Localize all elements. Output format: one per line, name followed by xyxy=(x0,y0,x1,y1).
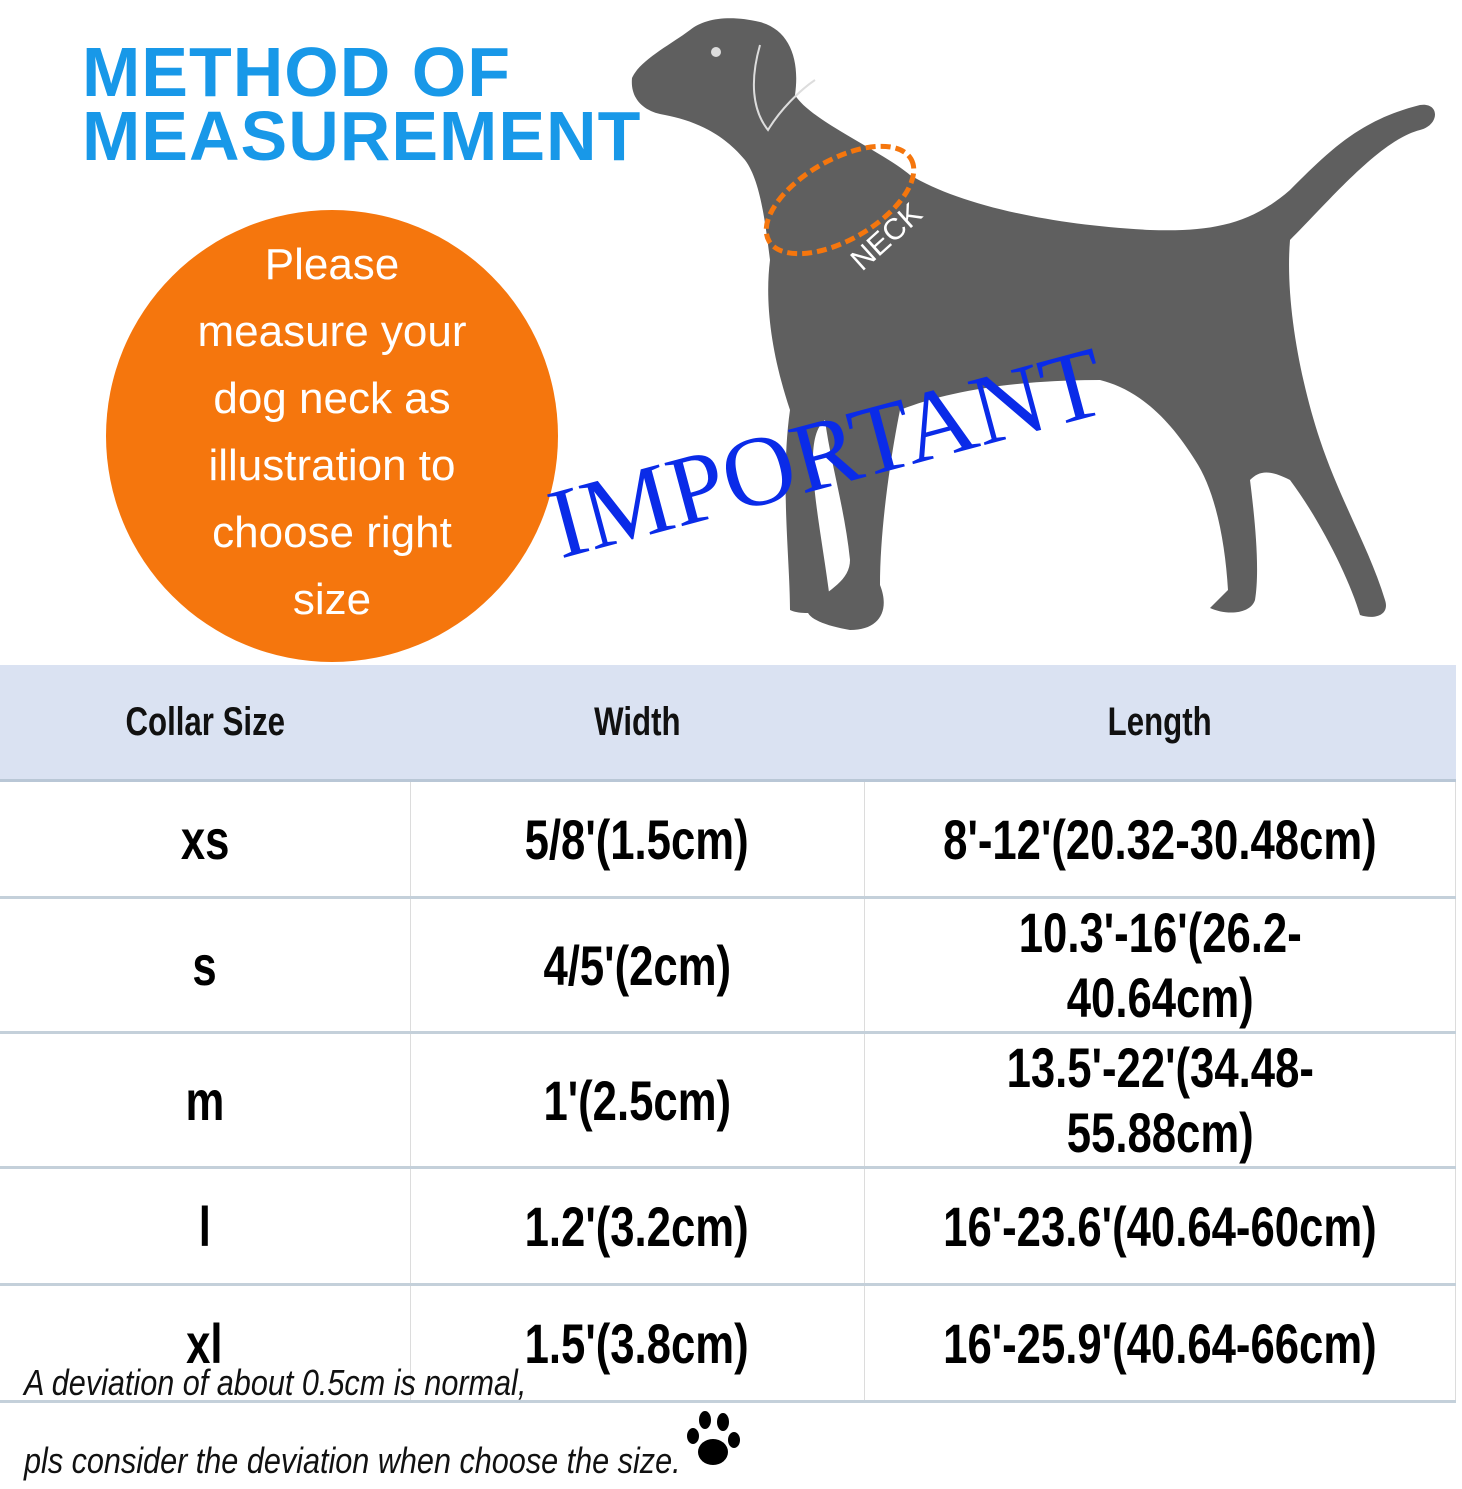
cell-size: m xyxy=(0,1032,411,1169)
cell-length: 8'-12'(20.32-30.48cm) xyxy=(864,780,1456,899)
header-length: Length xyxy=(864,665,1456,782)
cell-width: 5/8'(1.5cm) xyxy=(410,780,865,899)
dog-ear xyxy=(752,44,816,132)
deviation-note-1: A deviation of about 0.5cm is normal, xyxy=(24,1362,527,1403)
size-table: Collar Size Width Length xs 5/8'(1.5cm) 8'… xyxy=(0,665,1456,1403)
callout-text: Please measure your dog neck as illustra… xyxy=(197,240,467,624)
cell-length: 10.3'-16'(26.2-40.64cm) xyxy=(864,897,1456,1034)
cell-size: xs xyxy=(0,780,411,899)
cell-size: s xyxy=(0,897,411,1034)
dog-illustration: NECK xyxy=(631,18,1435,631)
cell-width: 1.2'(3.2cm) xyxy=(410,1167,865,1286)
table-row: l 1.2'(3.2cm) 16'-23.6'(40.64-60cm) xyxy=(0,1167,1456,1286)
cell-size: xl xyxy=(0,1284,411,1403)
table-header-row: Collar Size Width Length xyxy=(0,665,1456,782)
cell-width: 4/5'(2cm) xyxy=(410,897,865,1034)
dog-silhouette xyxy=(631,18,1435,631)
paw-icon xyxy=(687,1411,740,1465)
cell-length: 16'-23.6'(40.64-60cm) xyxy=(864,1167,1456,1286)
measure-callout: Please measure your dog neck as illustra… xyxy=(106,210,558,662)
table-row: s 4/5'(2cm) 10.3'-16'(26.2-40.64cm) xyxy=(0,897,1456,1034)
title-line-2: MEASUREMENT xyxy=(82,97,642,175)
header-width: Width xyxy=(410,665,864,782)
cell-length: 16'-25.9'(40.64-66cm) xyxy=(864,1284,1456,1403)
neck-measure-loop xyxy=(763,143,917,257)
cell-width: 1'(2.5cm) xyxy=(410,1032,865,1169)
header-collar-size: Collar Size xyxy=(0,665,410,782)
page-title: METHOD OF MEASUREMENT xyxy=(82,33,642,175)
title-line-1: METHOD OF xyxy=(82,33,511,111)
deviation-note-2: pls consider the deviation when choose t… xyxy=(24,1440,681,1481)
table-row: xs 5/8'(1.5cm) 8'-12'(20.32-30.48cm) xyxy=(0,780,1456,899)
table-row: m 1'(2.5cm) 13.5'-22'(34.48-55.88cm) xyxy=(0,1032,1456,1169)
table-row: xl 1.5'(3.8cm) 16'-25.9'(40.64-66cm) xyxy=(0,1284,1456,1403)
dog-eye xyxy=(711,47,721,57)
cell-size: l xyxy=(0,1167,411,1286)
cell-width: 1.5'(3.8cm) xyxy=(410,1284,865,1403)
cell-length: 13.5'-22'(34.48-55.88cm) xyxy=(864,1032,1456,1169)
